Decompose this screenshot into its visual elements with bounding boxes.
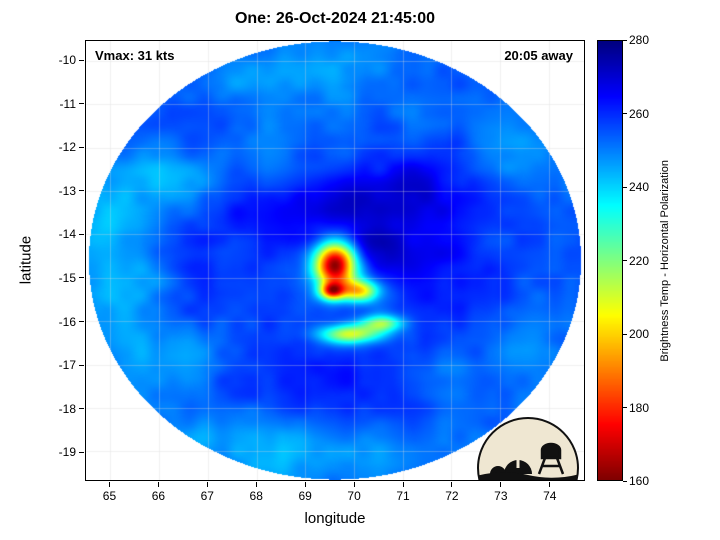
x-axis-label: longitude — [304, 510, 366, 527]
y-tick-mark — [79, 277, 84, 279]
colorbar-tick-mark — [623, 333, 627, 335]
colorbar-tick-mark — [623, 39, 627, 41]
colorbar-tick-mark — [623, 480, 627, 482]
x-tick-mark — [353, 482, 355, 487]
x-tick-mark — [108, 482, 110, 487]
x-tick-label: 68 — [249, 489, 263, 503]
time-remaining-annotation: 20:05 away — [504, 48, 573, 63]
y-tick-label: -13 — [58, 183, 76, 198]
colorbar-label: Brightness Temp - Horizontal Polarizatio… — [659, 159, 671, 362]
x-tick-mark — [304, 482, 306, 487]
y-tick-label: -15 — [58, 270, 76, 285]
colorbar-label-wrap: Brightness Temp - Horizontal Polarizatio… — [656, 40, 674, 481]
plot-area: Vmax: 31 kts 20:05 away C I M S S — [85, 40, 585, 481]
y-axis-label: latitude — [17, 235, 35, 285]
x-tick-label: 72 — [445, 489, 459, 503]
colorbar-tick-label: 280 — [629, 33, 650, 47]
logo-circle — [477, 417, 579, 480]
x-tick-mark — [402, 482, 404, 487]
x-tick-mark — [157, 482, 159, 487]
colorbar-tick-label: 240 — [629, 180, 650, 194]
x-tick-label: 67 — [200, 489, 214, 503]
cimss-logo: C I M S S — [477, 417, 579, 480]
y-tick-mark — [79, 451, 84, 453]
x-tick-label: 70 — [347, 489, 361, 503]
x-tick-label: 66 — [151, 489, 166, 503]
y-tick-mark — [79, 59, 84, 61]
heatmap-canvas — [86, 41, 584, 480]
y-tick-label: -18 — [58, 401, 76, 416]
y-tick-mark — [79, 364, 84, 366]
x-tick-label: 65 — [102, 489, 117, 503]
figure-title: One: 26-Oct-2024 21:45:00 — [234, 10, 436, 27]
dome-slit — [516, 458, 520, 468]
y-tick-label: -12 — [58, 140, 76, 155]
x-tick-label: 74 — [543, 489, 557, 503]
colorbar-tick-label: 260 — [629, 106, 650, 121]
colorbar-tick-label: 180 — [629, 400, 650, 415]
vmax-annotation: Vmax: 31 kts — [95, 48, 175, 63]
colorbar-tick-mark — [623, 113, 627, 114]
colorbar-tick-label: 160 — [629, 474, 650, 488]
y-tick-mark — [79, 321, 84, 322]
colorbar-gradient — [598, 41, 622, 480]
x-tick-mark — [451, 482, 453, 487]
colorbar — [597, 40, 623, 481]
x-tick-mark — [255, 482, 257, 487]
colorbar-tick-label: 200 — [629, 327, 650, 341]
colorbar-tick-mark — [623, 186, 627, 188]
x-tick-mark — [206, 482, 208, 487]
y-tick-mark — [79, 103, 84, 105]
x-tick-mark — [500, 482, 502, 487]
x-tick-label: 73 — [494, 489, 508, 503]
colorbar-tick-label: 220 — [629, 253, 650, 268]
y-tick-label: -14 — [58, 227, 76, 242]
y-tick-mark — [79, 190, 84, 192]
x-tick-label: 69 — [298, 489, 312, 503]
colorbar-tick-mark — [623, 260, 627, 261]
x-tick-label: 71 — [396, 489, 410, 503]
y-tick-label: -10 — [58, 53, 76, 68]
x-tick-mark — [549, 482, 551, 487]
y-tick-label: -19 — [58, 445, 76, 460]
water-tower-icon — [537, 442, 565, 475]
y-tick-mark — [79, 408, 84, 410]
y-tick-mark — [79, 233, 84, 235]
colorbar-tick-mark — [623, 407, 627, 408]
y-tick-label: -17 — [58, 358, 76, 373]
y-tick-label: -16 — [58, 314, 76, 329]
small-dome-icon — [490, 466, 506, 474]
y-tick-mark — [79, 146, 84, 148]
y-tick-label: -11 — [59, 96, 76, 111]
